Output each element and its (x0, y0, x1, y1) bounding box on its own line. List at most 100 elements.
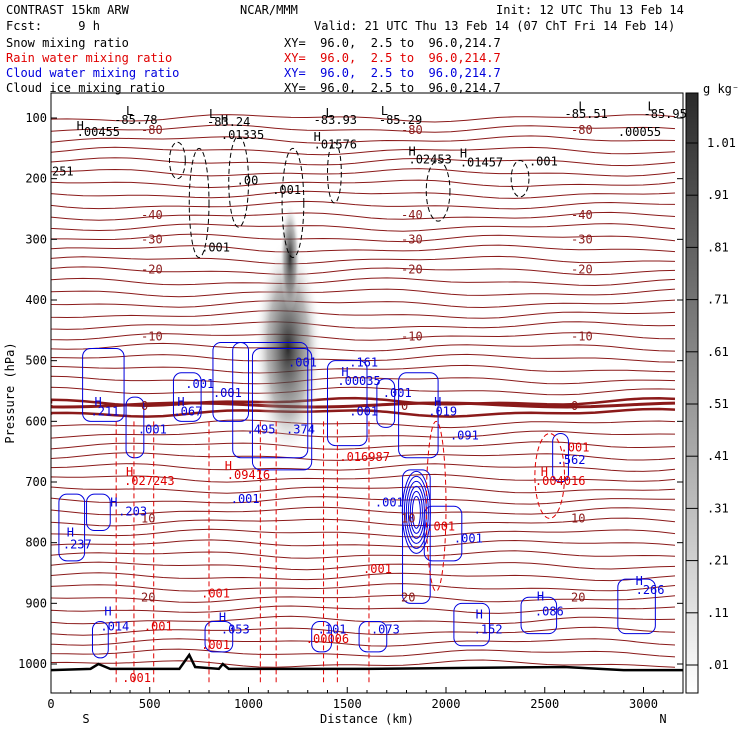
cloudwater-contour (311, 621, 332, 653)
isotherm-label: -80 (141, 123, 163, 137)
rain-value-label: H (541, 465, 548, 479)
y-tick-label: 300 (25, 232, 47, 246)
cloudwater-value-label: .001 (185, 377, 214, 391)
colorbar-label: .41 (707, 449, 729, 463)
isotherm-line (51, 419, 676, 429)
isotherm-label: 20 (141, 590, 155, 604)
isotherm-line (51, 190, 676, 199)
y-tick-label: 400 (25, 293, 47, 307)
rain-contour (534, 432, 565, 519)
snow-value-label: .01576 (314, 137, 357, 151)
snow-value-label: -85.51 (565, 107, 608, 121)
isotherm-line (51, 114, 676, 123)
legend-cloudwater-xy: XY= 96.0, 2.5 to 96.0,214.7 (284, 66, 501, 80)
cloudwater-value-label: H (476, 608, 483, 622)
cloudwater-value-label: .161 (349, 356, 378, 370)
isotherm-label: -40 (571, 208, 593, 222)
y-tick-label: 100 (25, 111, 47, 125)
cloudwater-value-label: H (341, 365, 348, 379)
snow-contour (510, 159, 530, 198)
isotherm-label: 0 (571, 399, 578, 413)
snow-value-label: L (126, 104, 133, 118)
snow-value-label: .00055 (618, 125, 661, 139)
org-title: NCAR/MMM (240, 3, 298, 17)
cloudwater-contour (232, 341, 309, 459)
isotherm-label: -80 (571, 123, 593, 137)
x-tick-label: 500 (139, 697, 161, 711)
rain-value-label: .001 (426, 520, 455, 534)
colorbar-label: .71 (707, 293, 729, 307)
isotherm-label: -10 (401, 329, 423, 343)
rain-value-label: .00006 (306, 632, 349, 646)
snow-value-label: -83.93 (314, 113, 357, 127)
cloudwater-value-label: .073 (371, 623, 400, 637)
cloudwater-value-label: H (94, 395, 101, 409)
isotherm-line (51, 407, 676, 418)
isotherm-line (51, 124, 676, 133)
snow-value-label: .001 (529, 154, 558, 168)
x-tick-label: 1000 (234, 697, 263, 711)
snow-value-label: -85.78 (114, 113, 157, 127)
cloudwater-value-label: .495 (247, 422, 276, 436)
rain-value-label: .001 (201, 586, 230, 600)
isotherm-line (51, 561, 676, 571)
colorbar-label: .01 (707, 658, 729, 672)
isotherm-line (51, 430, 676, 439)
isotherm-label: -80 (401, 123, 423, 137)
cloudwater-value-label: .067 (173, 404, 202, 418)
forecast-hour: Fcst: 9 h (6, 19, 100, 33)
isotherm-line (51, 375, 676, 385)
y-tick-label: 800 (25, 536, 47, 550)
colorbar-label: .81 (707, 240, 729, 254)
snow-contour (281, 147, 305, 259)
cloudwater-contour (82, 348, 125, 422)
colorbar-label: .61 (707, 345, 729, 359)
cloudwater-core-ring (407, 485, 425, 539)
legend-snow-xy: XY= 96.0, 2.5 to 96.0,214.7 (284, 36, 501, 50)
snow-contour (228, 135, 249, 228)
isotherm-line (51, 223, 676, 232)
cloudwater-value-label: H (110, 495, 117, 509)
y-tick-label: 200 (25, 172, 47, 186)
x-tick-label: 2500 (530, 697, 559, 711)
isotherm-line (51, 473, 676, 483)
cloudwater-value-label: .152 (474, 623, 503, 637)
cloudwater-value-label: H (636, 574, 643, 588)
colorbar (685, 92, 699, 694)
cloudwater-contour (520, 596, 558, 635)
isotherm-line (51, 211, 676, 221)
cloudwater-contour (212, 341, 249, 422)
rain-value-label: H (126, 465, 133, 479)
cloudwater-contour (204, 621, 234, 653)
cloudwater-contour (376, 378, 396, 428)
cloudwater-contour (327, 360, 368, 447)
valid-time: Valid: 21 UTC Thu 13 Feb 14 (07 ChT Fri … (314, 19, 676, 33)
snow-value-label: L (209, 107, 216, 121)
cloudwater-value-label: .001 (375, 495, 404, 509)
colorbar-label: 1.01 (707, 136, 736, 150)
isotherm-label: -10 (141, 329, 163, 343)
legend-cloudice-xy: XY= 96.0, 2.5 to 96.0,214.7 (284, 81, 501, 95)
y-tick-label: 1000 (18, 657, 47, 671)
y-tick-label: 500 (25, 354, 47, 368)
cloudwater-contour (423, 505, 463, 562)
cloudwater-core-ring (409, 490, 423, 534)
rain-value-label: .004016 (535, 474, 586, 488)
cloudwater-value-label: .203 (118, 504, 147, 518)
cloudwater-value-label: H (177, 395, 184, 409)
isotherm-line (51, 146, 676, 156)
x-tick-label: 3000 (629, 697, 658, 711)
snow-value-label: H (221, 113, 228, 127)
legend-cloudwater: Cloud water mixing ratio (6, 66, 180, 80)
isotherm-label: 20 (571, 590, 585, 604)
isotherm-line (51, 539, 676, 548)
isotherm-label: -20 (571, 263, 593, 277)
cloudwater-value-label: .091 (450, 429, 479, 443)
snow-value-label: .01457 (460, 156, 503, 170)
isotherm-line (51, 255, 676, 265)
snow-value-label: H (314, 130, 321, 144)
isotherm-line (51, 321, 676, 330)
snow-contour (188, 147, 210, 259)
isotherm-label: 0 (401, 399, 408, 413)
isotherm-line (51, 364, 676, 374)
